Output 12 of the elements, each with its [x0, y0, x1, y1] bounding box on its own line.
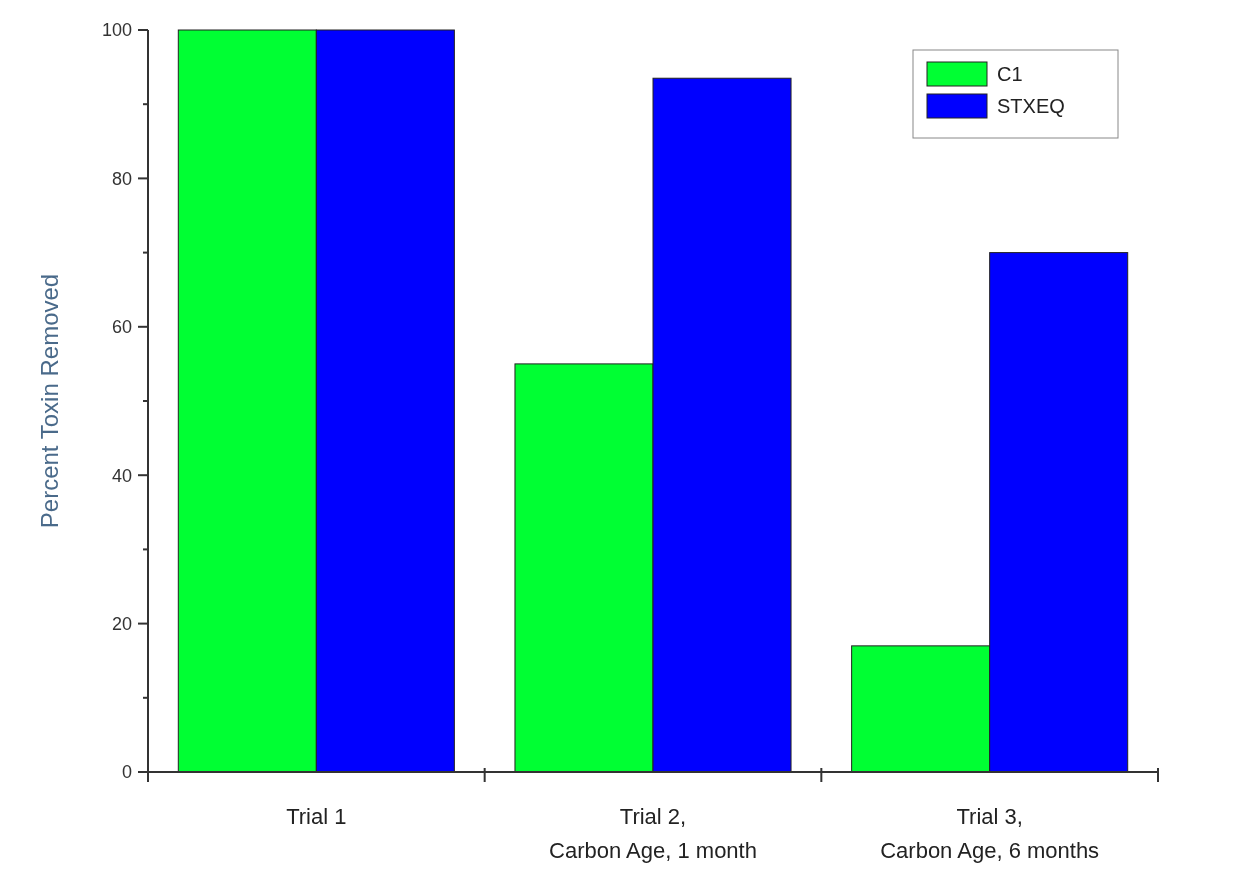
- y-axis-title: Percent Toxin Removed: [36, 273, 63, 529]
- y-tick-label: 100: [101, 20, 132, 41]
- y-tick-label: 0: [121, 762, 132, 783]
- legend-label: C1: [997, 63, 1023, 85]
- x-tick-label: Trial 2, Carbon Age, 1 month: [549, 804, 757, 863]
- y-tick-label: 40: [111, 465, 132, 486]
- legend-label: STXEQ: [997, 95, 1065, 117]
- x-tick-label: Trial 3, Carbon Age, 6 months: [880, 804, 1100, 863]
- y-tick-label: 20: [111, 613, 132, 634]
- x-tick-label: Trial 1: [286, 804, 347, 829]
- y-tick-label: 60: [111, 317, 132, 338]
- y-tick-label: 80: [111, 168, 132, 189]
